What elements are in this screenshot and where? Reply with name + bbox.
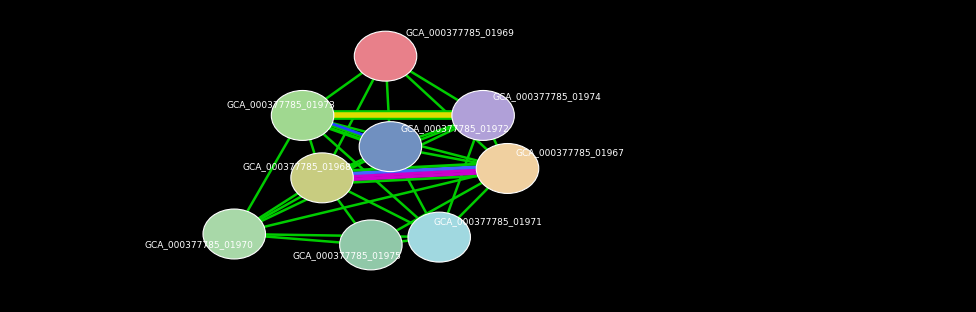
Ellipse shape [291, 153, 353, 203]
Text: GCA_000377785_01970: GCA_000377785_01970 [144, 241, 254, 249]
Text: GCA_000377785_01967: GCA_000377785_01967 [515, 149, 625, 157]
Text: GCA_000377785_01974: GCA_000377785_01974 [493, 92, 601, 101]
Text: GCA_000377785_01975: GCA_000377785_01975 [293, 251, 402, 260]
Ellipse shape [271, 90, 334, 140]
Text: GCA_000377785_01969: GCA_000377785_01969 [405, 28, 514, 37]
Ellipse shape [354, 31, 417, 81]
Text: GCA_000377785_01973: GCA_000377785_01973 [226, 100, 336, 109]
Text: GCA_000377785_01972: GCA_000377785_01972 [400, 124, 508, 133]
Ellipse shape [408, 212, 470, 262]
Ellipse shape [203, 209, 265, 259]
Ellipse shape [359, 122, 422, 172]
Ellipse shape [452, 90, 514, 140]
Ellipse shape [476, 144, 539, 193]
Text: GCA_000377785_01968: GCA_000377785_01968 [242, 163, 351, 171]
Ellipse shape [340, 220, 402, 270]
Text: GCA_000377785_01971: GCA_000377785_01971 [433, 217, 543, 226]
